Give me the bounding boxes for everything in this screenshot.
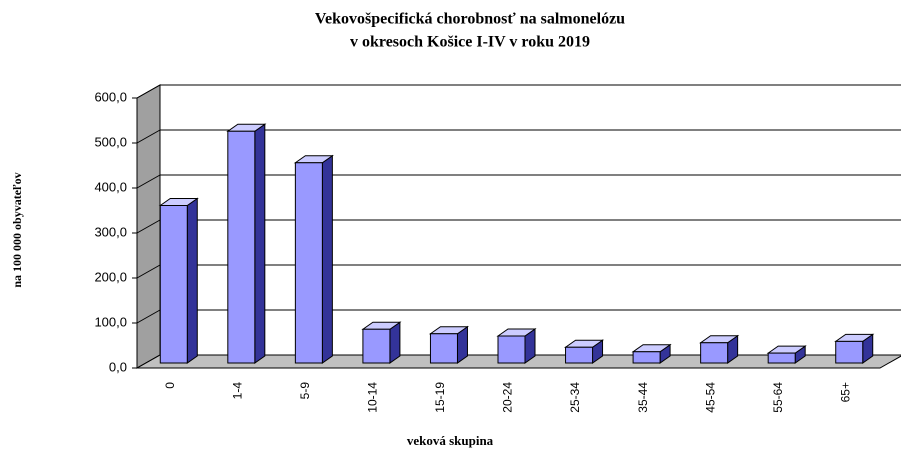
grid-line [136, 309, 161, 324]
y-tick-label: 400,0 [94, 179, 127, 194]
bar [565, 346, 594, 364]
x-tick-label: 65+ [838, 382, 852, 402]
y-axis-label: na 100 000 obyvateľov [10, 172, 24, 287]
chart-subtitle: v okresoch Košice I-IV v roku 2019 [350, 34, 590, 51]
bar [700, 342, 729, 364]
bar [835, 340, 864, 364]
x-axis-label: veková skupina [407, 433, 494, 448]
grid-line [136, 219, 161, 234]
y-tick-label: 600,0 [94, 89, 127, 104]
grid-line [136, 84, 161, 99]
x-tick-label: 45-54 [703, 382, 717, 413]
y-tick-label: 300,0 [94, 224, 127, 239]
x-tick-label: 55-64 [771, 382, 785, 413]
grid-line [136, 129, 161, 144]
grid-line [136, 174, 161, 189]
bar [159, 205, 188, 364]
bar-side [254, 123, 266, 364]
bar [632, 351, 661, 364]
x-tick-label: 1-4 [230, 382, 244, 400]
bar [497, 335, 526, 364]
bar-side [321, 154, 333, 364]
x-tick-label: 5-9 [298, 382, 312, 400]
x-tick-label: 0 [163, 382, 177, 389]
y-tick-label: 100,0 [94, 314, 127, 329]
y-tick-label: 0,0 [109, 359, 127, 374]
bar [362, 328, 391, 364]
x-tick-label: 15-19 [433, 382, 447, 413]
x-tick-label: 10-14 [366, 382, 380, 413]
bar [294, 162, 323, 364]
grid-line [136, 264, 161, 279]
y-tick-label: 500,0 [94, 134, 127, 149]
chart-title: Vekovošpecifická chorobnosť na salmoneló… [315, 11, 625, 28]
x-tick-label: 25-34 [568, 382, 582, 413]
bar [767, 352, 796, 364]
x-tick-label: 20-24 [501, 382, 515, 413]
bar [227, 130, 256, 364]
grid-line [136, 354, 161, 369]
y-tick-label: 200,0 [94, 269, 127, 284]
bar [429, 333, 458, 364]
bar-side [186, 197, 198, 364]
x-tick-label: 35-44 [636, 382, 650, 413]
